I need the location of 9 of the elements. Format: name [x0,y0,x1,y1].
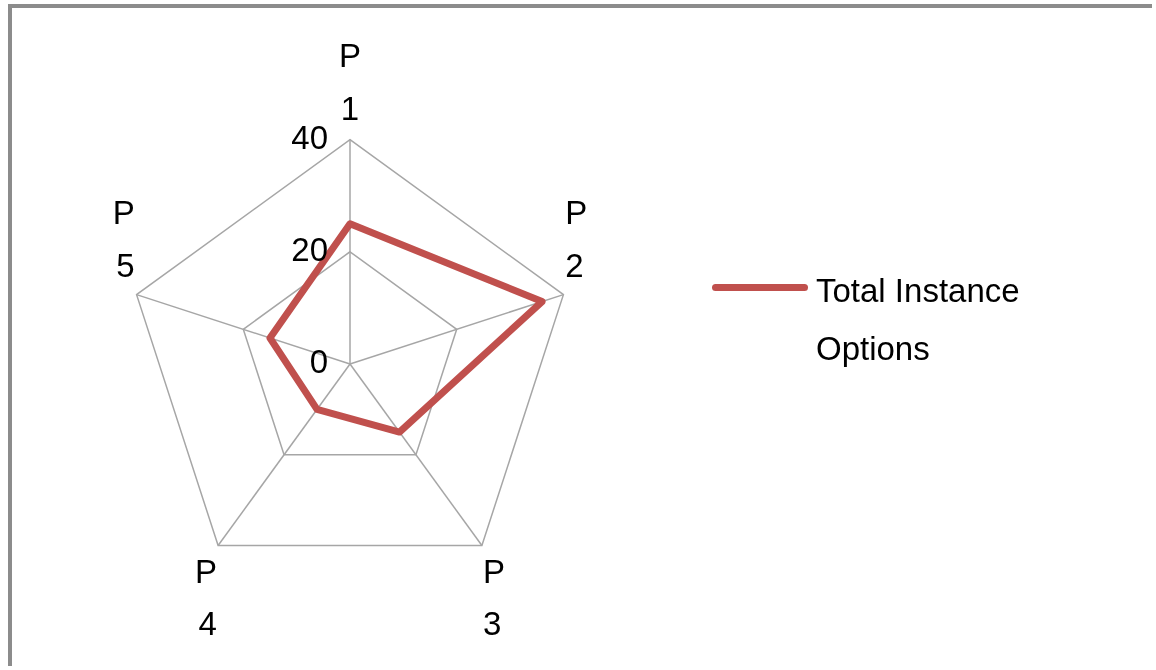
spoke-label: P 4 [194,552,217,643]
spoke-label: P 5 [112,193,135,284]
spoke-label: P 3 [483,552,506,643]
y-tick-label: 40 [291,118,328,156]
y-tick-label: 20 [291,230,328,268]
y-tick-label: 0 [309,343,328,381]
spoke-label: P 1 [338,37,362,128]
spoke-label: P 2 [565,193,588,284]
legend-label: Total Instance Options [816,271,1021,369]
